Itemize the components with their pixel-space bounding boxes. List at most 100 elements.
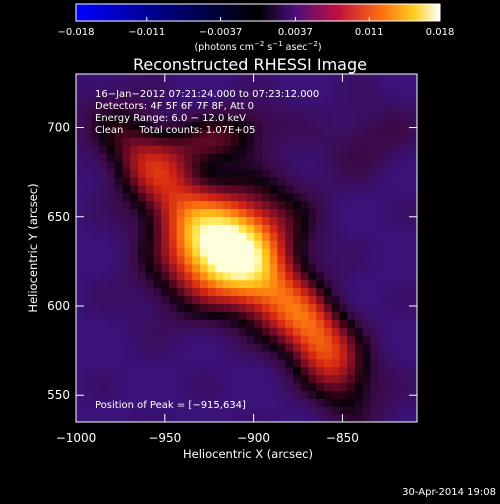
heatmap-cell <box>316 176 325 186</box>
heatmap-cell <box>76 74 85 83</box>
heatmap-cell <box>254 168 263 178</box>
heatmap-cell <box>401 121 410 130</box>
heatmap-cell <box>169 366 178 376</box>
heatmap-cell <box>238 137 248 146</box>
heatmap-cell <box>331 406 341 415</box>
heatmap-cell <box>231 224 240 233</box>
heatmap-cell <box>130 137 139 146</box>
heatmap-cell <box>293 303 302 312</box>
heatmap-cell <box>293 342 302 352</box>
heatmap-cell <box>145 121 155 130</box>
heatmap-cell <box>83 335 93 344</box>
heatmap-cell <box>192 382 201 391</box>
heatmap-cell <box>207 200 217 210</box>
heatmap-cell <box>254 398 263 407</box>
heatmap-cell <box>308 414 317 422</box>
heatmap-cell <box>285 168 294 178</box>
heatmap-cell <box>91 81 100 91</box>
heatmap-cell <box>83 89 93 99</box>
heatmap-cell <box>331 208 341 217</box>
heatmap-cell <box>223 390 232 399</box>
heatmap-cell <box>122 81 131 91</box>
heatmap-cell <box>386 168 395 178</box>
heatmap-cell <box>386 240 395 249</box>
heatmap-cell <box>316 327 325 336</box>
heatmap-cell <box>316 382 325 391</box>
heatmap-cell <box>184 398 193 407</box>
heatmap-cell <box>122 398 131 407</box>
heatmap-cell <box>76 248 85 257</box>
heatmap-cell <box>99 216 108 225</box>
heatmap-cell <box>324 153 333 162</box>
heatmap-cell <box>401 263 410 273</box>
heatmap-cell <box>169 342 178 352</box>
heatmap-cell <box>370 216 379 225</box>
heatmap-cell <box>331 121 341 130</box>
heatmap-cell <box>138 374 147 384</box>
heatmap-cell <box>153 271 162 281</box>
heatmap-cell <box>207 232 217 241</box>
heatmap-cell <box>246 208 255 217</box>
heatmap-cell <box>308 176 317 186</box>
heatmap-cell <box>308 97 317 107</box>
heatmap-cell <box>99 89 108 99</box>
heatmap-cell <box>324 390 333 399</box>
heatmap-cell <box>324 248 333 257</box>
heatmap-cell <box>223 113 232 123</box>
heatmap-cell <box>262 137 271 146</box>
heatmap-cell <box>169 248 178 257</box>
heatmap-cell <box>300 279 310 289</box>
heatmap-cell <box>192 366 201 376</box>
heatmap-cell <box>370 89 379 99</box>
heatmap-cell <box>138 248 147 257</box>
heatmap-cell <box>393 176 403 186</box>
heatmap-cell <box>153 81 162 91</box>
heatmap-cell <box>378 74 387 83</box>
heatmap-cell <box>114 89 124 99</box>
heatmap-cell <box>114 263 124 273</box>
heatmap-cell <box>331 232 341 241</box>
heatmap-cell <box>215 248 224 257</box>
heatmap-cell <box>161 192 170 202</box>
heatmap-cell <box>99 366 108 376</box>
heatmap-cell <box>277 303 286 312</box>
heatmap-cell <box>122 279 131 289</box>
heatmap-cell <box>370 168 379 178</box>
heatmap-cell <box>161 287 170 297</box>
heatmap-cell <box>238 263 248 273</box>
heatmap-cell <box>262 279 271 289</box>
heatmap-cell <box>169 200 178 210</box>
heatmap-cell <box>293 327 302 336</box>
heatmap-cell <box>347 129 356 138</box>
heatmap-cell <box>99 398 108 407</box>
heatmap-cell <box>370 248 379 257</box>
heatmap-cell <box>107 113 116 123</box>
colorbar <box>75 3 441 22</box>
heatmap-cell <box>145 263 155 273</box>
heatmap-cell <box>331 176 341 186</box>
heatmap-cell <box>76 382 85 391</box>
heatmap-cell <box>176 303 186 312</box>
heatmap-cell <box>114 271 124 281</box>
heatmap-cell <box>169 105 178 115</box>
heatmap-cell <box>409 248 417 257</box>
heatmap-cell <box>324 121 333 130</box>
heatmap-cell <box>238 295 248 304</box>
heatmap-cell <box>83 414 93 422</box>
heatmap-cell <box>91 248 100 257</box>
heatmap-cell <box>370 161 379 170</box>
heatmap-cell <box>277 327 286 336</box>
heatmap-cell <box>122 145 131 154</box>
colorbar-units-part: ) <box>318 42 322 53</box>
heatmap-cell <box>153 168 162 178</box>
heatmap-cell <box>215 374 224 384</box>
heatmap-cell <box>262 153 271 162</box>
heatmap-cell <box>122 89 131 99</box>
heatmap-cell <box>161 168 170 178</box>
heatmap-cell <box>192 184 201 194</box>
heatmap-cell <box>99 113 108 123</box>
heatmap-cell <box>83 358 93 368</box>
heatmap-cell <box>362 224 372 233</box>
heatmap-cell <box>355 129 364 138</box>
heatmap-cell <box>401 382 410 391</box>
